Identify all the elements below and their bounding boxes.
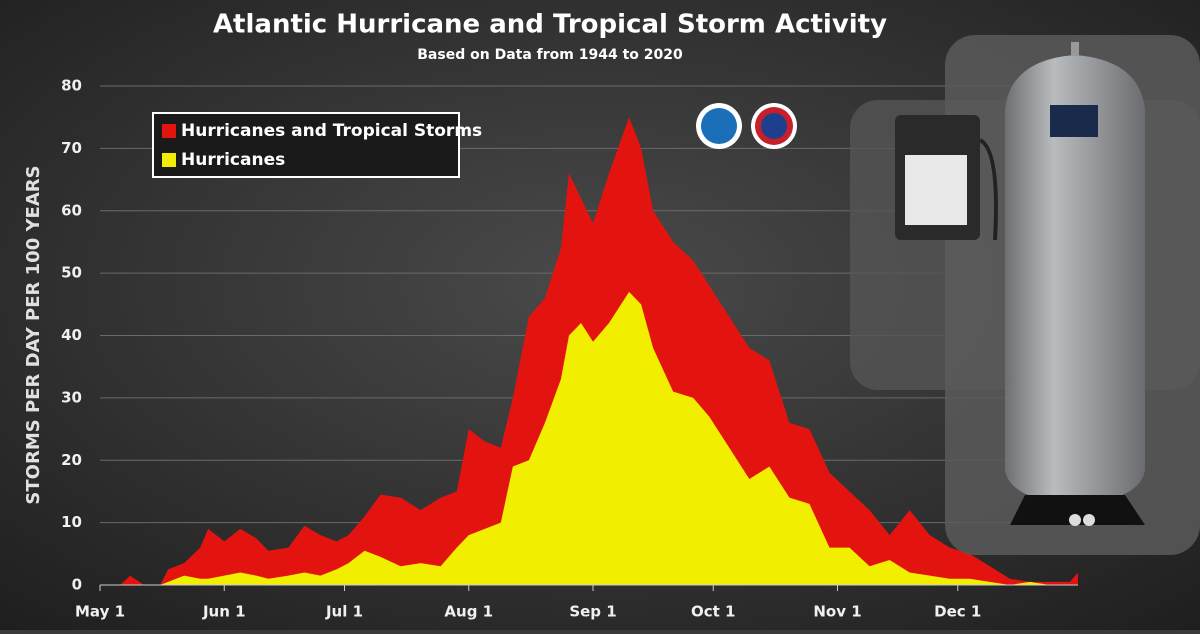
y-tick-label: 30	[61, 388, 82, 406]
legend-label: Hurricanes and Tropical Storms	[181, 121, 482, 141]
agency-logos	[696, 103, 797, 149]
y-tick-label: 20	[61, 451, 82, 469]
plot-area: 0 10 20 30 40 50 60 70 80 May 1 Jun 1 Jul 1 Aug 1 Sep…	[61, 77, 1078, 621]
product-image	[850, 35, 1200, 555]
tank-port	[1069, 514, 1081, 526]
x-tick-label: Sep 1	[569, 603, 616, 621]
y-tick-label: 80	[61, 77, 82, 95]
tank-label	[1050, 105, 1098, 137]
legend-swatch	[162, 124, 176, 138]
chart-title: Atlantic Hurricane and Tropical Storm Ac…	[213, 10, 887, 40]
x-tick-label: Nov 1	[813, 603, 861, 621]
x-tick-label: Aug 1	[444, 603, 493, 621]
x-tick-label: Dec 1	[934, 603, 981, 621]
x-tick-label: Oct 1	[691, 603, 735, 621]
cable	[978, 138, 998, 241]
legend-label: Hurricanes	[181, 150, 285, 170]
y-tick-label: 40	[61, 326, 82, 344]
chart-subtitle: Based on Data from 1944 to 2020	[417, 47, 683, 63]
x-tick-label: May 1	[75, 603, 125, 621]
x-tick-label: Jun 1	[202, 603, 246, 621]
y-tick-label: 60	[61, 201, 82, 219]
y-tick-label: 50	[61, 264, 82, 282]
y-tick-label: 10	[61, 513, 82, 531]
tank-port	[1083, 514, 1095, 526]
nws-logo-inner	[761, 113, 787, 139]
tank-valve	[1071, 42, 1079, 56]
y-axis-label: STORMS PER DAY PER 100 YEARS	[23, 165, 44, 504]
controller-label	[905, 155, 967, 225]
noaa-logo-inner	[701, 108, 737, 144]
area	[100, 291, 1078, 585]
y-tick-label: 0	[72, 576, 82, 594]
tank-base	[1010, 495, 1145, 525]
tank	[1005, 55, 1145, 505]
legend-items: Hurricanes and Tropical Storms Hurricanes	[162, 121, 482, 170]
legend	[152, 112, 460, 178]
legend-swatch	[162, 153, 176, 167]
y-tick-label: 70	[61, 139, 82, 157]
x-tick-label: Jul 1	[325, 603, 363, 621]
